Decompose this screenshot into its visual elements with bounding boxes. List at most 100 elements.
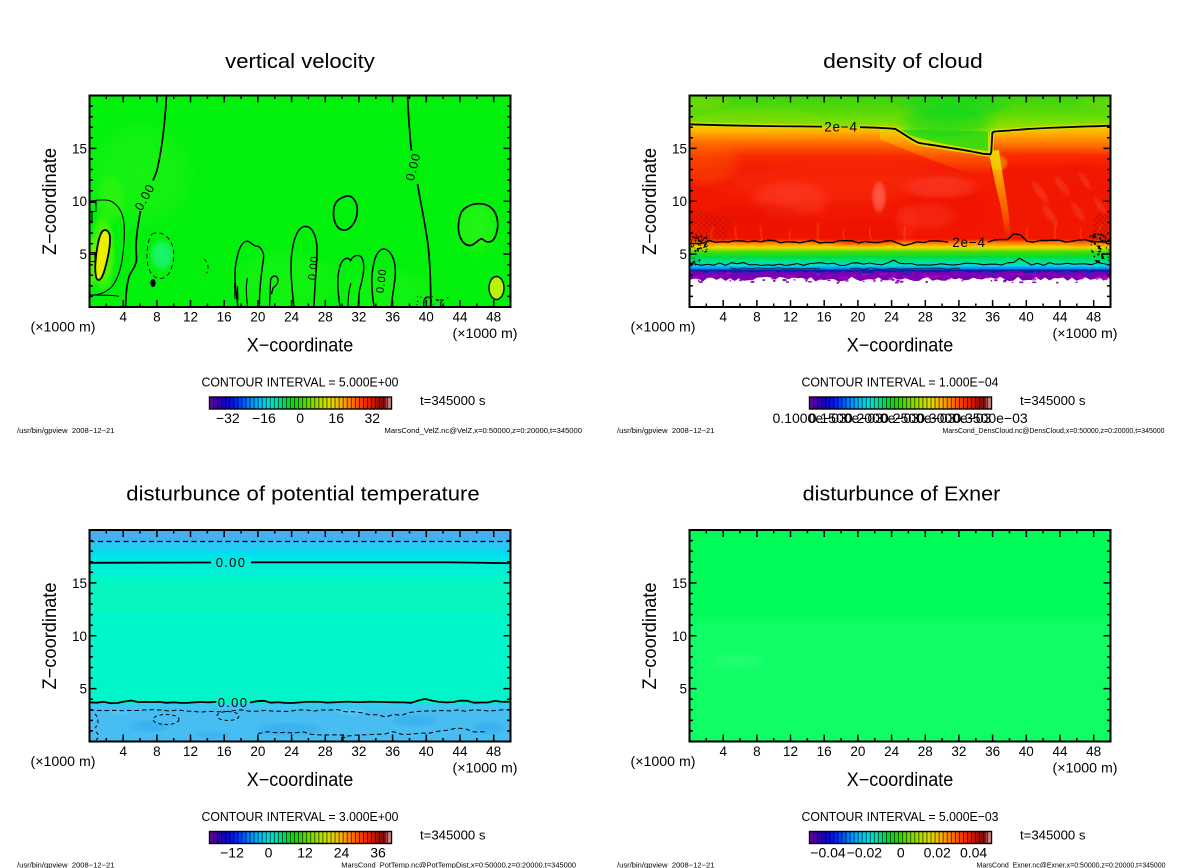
svg-text:Z−coordinate: Z−coordinate bbox=[40, 148, 61, 255]
svg-text:20: 20 bbox=[250, 309, 265, 324]
svg-text:15: 15 bbox=[72, 141, 87, 156]
svg-text:44: 44 bbox=[1052, 744, 1068, 759]
svg-text:10: 10 bbox=[672, 194, 687, 209]
svg-text:0.00: 0.00 bbox=[374, 268, 389, 294]
svg-text:48: 48 bbox=[1086, 744, 1101, 759]
svg-text:16: 16 bbox=[217, 744, 232, 759]
svg-text:44: 44 bbox=[452, 309, 468, 324]
svg-text:0.2000e−03: 0.2000e−03 bbox=[845, 410, 920, 426]
svg-text:36: 36 bbox=[385, 309, 400, 324]
svg-text:10: 10 bbox=[72, 629, 87, 644]
svg-text:40: 40 bbox=[1019, 309, 1034, 324]
svg-text:32: 32 bbox=[951, 744, 966, 759]
svg-text:MarsCond_DensCloud.nc@DensClou: MarsCond_DensCloud.nc@DensCloud,x=0:5000… bbox=[943, 426, 1165, 435]
svg-text:(×1000 m): (×1000 m) bbox=[31, 319, 96, 335]
svg-text:MarsCond_Exner.nc@Exner,x=0:50: MarsCond_Exner.nc@Exner,x=0:50000,z=0:20… bbox=[977, 861, 1166, 868]
svg-text:36: 36 bbox=[985, 309, 1000, 324]
svg-text:0.2500e−03: 0.2500e−03 bbox=[881, 410, 956, 426]
svg-text:20: 20 bbox=[850, 309, 865, 324]
svg-text:36: 36 bbox=[385, 744, 400, 759]
svg-text:12: 12 bbox=[297, 844, 313, 860]
svg-text:24: 24 bbox=[284, 309, 300, 324]
svg-text:48: 48 bbox=[1086, 309, 1101, 324]
svg-text:disturbunce of potential tempe: disturbunce of potential temperature bbox=[126, 484, 479, 506]
svg-text:24: 24 bbox=[334, 844, 350, 860]
svg-text:X−coordinate: X−coordinate bbox=[247, 336, 354, 357]
svg-text:disturbunce of Exner: disturbunce of Exner bbox=[803, 484, 1001, 506]
svg-text:MarsCond_PotTemp.nc@PotTempDis: MarsCond_PotTemp.nc@PotTempDist,x=0:5000… bbox=[341, 861, 576, 868]
svg-text:48: 48 bbox=[486, 744, 501, 759]
svg-text:X−coordinate: X−coordinate bbox=[847, 336, 954, 357]
svg-text:16: 16 bbox=[328, 410, 344, 426]
svg-text:28: 28 bbox=[318, 744, 333, 759]
svg-text:(×1000 m): (×1000 m) bbox=[453, 325, 518, 341]
svg-text:8: 8 bbox=[153, 309, 161, 324]
svg-text:4: 4 bbox=[119, 744, 127, 759]
svg-text:12: 12 bbox=[183, 309, 198, 324]
svg-text:32: 32 bbox=[365, 410, 381, 426]
svg-text:40: 40 bbox=[1019, 744, 1034, 759]
svg-text:Z−coordinate: Z−coordinate bbox=[640, 583, 661, 690]
svg-text:/usr/bin/gpview 2008−12−21: /usr/bin/gpview 2008−12−21 bbox=[617, 861, 715, 868]
svg-text:16: 16 bbox=[817, 309, 832, 324]
svg-text:(×1000 m): (×1000 m) bbox=[1053, 760, 1118, 776]
svg-text:X−coordinate: X−coordinate bbox=[847, 770, 954, 791]
svg-text:−0.04: −0.04 bbox=[810, 844, 846, 860]
svg-text:(×1000 m): (×1000 m) bbox=[453, 760, 518, 776]
svg-text:28: 28 bbox=[918, 309, 933, 324]
svg-text:0.00: 0.00 bbox=[218, 695, 249, 710]
svg-text:40: 40 bbox=[419, 744, 434, 759]
svg-text:5: 5 bbox=[79, 247, 87, 262]
svg-text:/usr/bin/gpview 2008−12−21: /usr/bin/gpview 2008−12−21 bbox=[617, 426, 715, 435]
svg-text:t=345000 s: t=345000 s bbox=[1020, 393, 1086, 408]
svg-text:8: 8 bbox=[753, 309, 761, 324]
svg-text:0.1000e−03: 0.1000e−03 bbox=[773, 410, 848, 426]
svg-text:density of cloud: density of cloud bbox=[823, 51, 983, 73]
svg-text:20: 20 bbox=[250, 744, 265, 759]
svg-text:0.1500e−03: 0.1500e−03 bbox=[809, 410, 884, 426]
svg-text:vertical velocity: vertical velocity bbox=[225, 51, 375, 73]
svg-text:0: 0 bbox=[265, 844, 273, 860]
svg-text:16: 16 bbox=[817, 744, 832, 759]
svg-text:8: 8 bbox=[753, 744, 761, 759]
svg-text:t=345000 s: t=345000 s bbox=[420, 393, 486, 408]
svg-text:0.3500e−03: 0.3500e−03 bbox=[953, 410, 1028, 426]
svg-text:2e−4: 2e−4 bbox=[824, 120, 858, 135]
svg-text:4: 4 bbox=[719, 309, 727, 324]
svg-text:24: 24 bbox=[884, 309, 900, 324]
svg-text:4: 4 bbox=[719, 744, 727, 759]
svg-text:48: 48 bbox=[486, 309, 501, 324]
svg-text:10: 10 bbox=[672, 629, 687, 644]
svg-text:12: 12 bbox=[183, 744, 198, 759]
svg-text:−32: −32 bbox=[216, 410, 240, 426]
svg-text:5: 5 bbox=[679, 247, 687, 262]
svg-text:12: 12 bbox=[783, 309, 798, 324]
svg-text:28: 28 bbox=[918, 744, 933, 759]
svg-text:20: 20 bbox=[850, 744, 865, 759]
svg-text:0.04: 0.04 bbox=[960, 844, 987, 860]
svg-text:CONTOUR INTERVAL = 1.000E−04: CONTOUR INTERVAL = 1.000E−04 bbox=[802, 375, 999, 390]
svg-text:36: 36 bbox=[985, 744, 1000, 759]
svg-text:(×1000 m): (×1000 m) bbox=[631, 319, 696, 335]
svg-text:0: 0 bbox=[897, 844, 905, 860]
svg-text:(×1000 m): (×1000 m) bbox=[631, 753, 696, 769]
svg-text:MarsCond_VelZ.nc@VelZ,x=0:5000: MarsCond_VelZ.nc@VelZ,x=0:50000,z=0:2000… bbox=[385, 426, 583, 435]
svg-text:32: 32 bbox=[951, 309, 966, 324]
svg-text:0.00: 0.00 bbox=[403, 151, 423, 182]
svg-text:24: 24 bbox=[284, 744, 300, 759]
svg-text:0: 0 bbox=[296, 410, 304, 426]
svg-text:0.02: 0.02 bbox=[924, 844, 951, 860]
svg-text:(×1000 m): (×1000 m) bbox=[31, 753, 96, 769]
svg-text:(×1000 m): (×1000 m) bbox=[1053, 325, 1118, 341]
svg-text:5: 5 bbox=[79, 682, 87, 697]
svg-text:−0.02: −0.02 bbox=[847, 844, 883, 860]
svg-text:/usr/bin/gpview 2008−12−21: /usr/bin/gpview 2008−12−21 bbox=[17, 426, 115, 435]
svg-text:5: 5 bbox=[679, 682, 687, 697]
svg-text:2e−4: 2e−4 bbox=[952, 235, 986, 250]
svg-text:40: 40 bbox=[419, 309, 434, 324]
svg-text:4: 4 bbox=[119, 309, 127, 324]
svg-text:Z−coordinate: Z−coordinate bbox=[40, 583, 61, 690]
svg-text:/usr/bin/gpview 2008−12−21: /usr/bin/gpview 2008−12−21 bbox=[17, 861, 115, 868]
svg-text:44: 44 bbox=[1052, 309, 1068, 324]
svg-text:X−coordinate: X−coordinate bbox=[247, 770, 354, 791]
